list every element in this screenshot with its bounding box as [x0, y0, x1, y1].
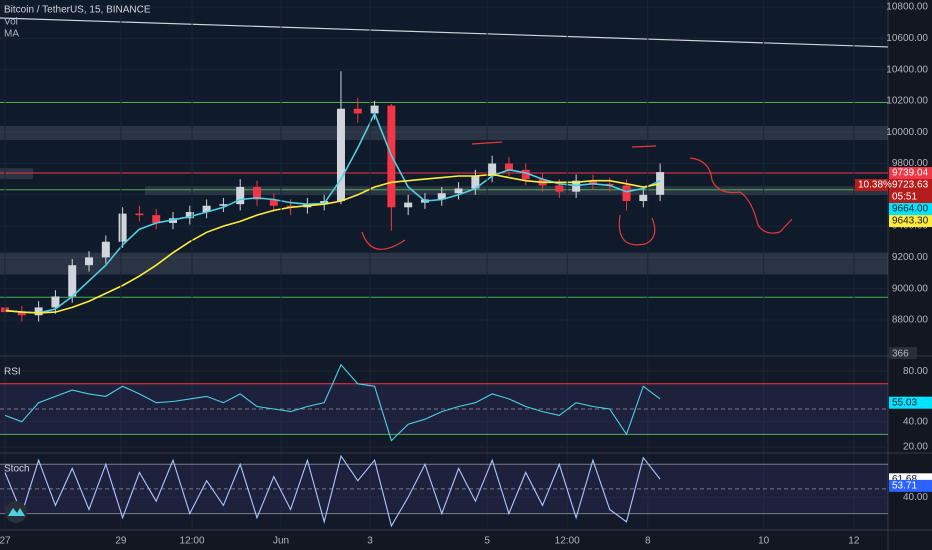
price-tag — [889, 215, 932, 228]
candle-body — [353, 108, 362, 114]
price-tag-label: 9643.30 — [892, 216, 929, 227]
candle-body — [588, 180, 597, 184]
price-tag-label: 9664.00 — [892, 204, 929, 215]
y-tick-label: 10200.00 — [886, 96, 928, 107]
candle-body — [656, 172, 665, 195]
zone — [0, 252, 888, 275]
countdown-label: 05:51 — [892, 192, 917, 203]
y-tick-label: 10600.00 — [886, 33, 928, 44]
pane-2 — [0, 454, 888, 528]
candle-body — [252, 186, 261, 200]
indicator-line — [4, 363, 661, 442]
y-tick-label: 9800.00 — [892, 158, 929, 169]
rsi-pane — [0, 357, 888, 452]
drawing — [471, 141, 657, 148]
pane-1 — [0, 363, 888, 448]
change-tag — [855, 179, 888, 192]
price-tag — [889, 203, 932, 216]
x-tick-label: 3 — [367, 536, 373, 547]
candle-body — [471, 176, 480, 189]
price-tag-label: 9739.04 — [892, 168, 929, 179]
x-tick-label: 10 — [758, 536, 770, 547]
candle-body — [370, 105, 379, 114]
candle-body — [521, 169, 530, 180]
zone — [0, 125, 888, 141]
candle-body — [152, 215, 161, 223]
candle-body — [68, 265, 77, 297]
y-tick-label: 40.00 — [903, 492, 928, 503]
indicator-line — [4, 173, 661, 314]
candle-body — [336, 108, 345, 202]
candle-body — [504, 163, 513, 170]
y-tick-label: 10000.00 — [886, 127, 928, 138]
candle-body — [639, 194, 648, 202]
indicator-label: MA — [4, 29, 19, 40]
candle-body — [488, 163, 497, 177]
y-tick-label: 10800.00 — [886, 2, 928, 13]
candle-body — [51, 296, 60, 308]
x-tick-label: 12 — [848, 536, 860, 547]
y-tick-label: 9200.00 — [892, 252, 929, 263]
price-tag-label: 61.68 — [892, 474, 917, 485]
logo-icon — [8, 508, 25, 516]
candle-body — [17, 312, 26, 316]
price-tag-label: 53.71 — [892, 481, 917, 492]
indicator-line — [4, 454, 661, 528]
pane-title: RSI — [4, 367, 21, 378]
stoch-pane — [0, 454, 888, 530]
zone — [0, 168, 34, 180]
candle-body — [404, 202, 413, 208]
candle-body — [454, 188, 463, 194]
x-tick-label: 5 — [484, 536, 490, 547]
countdown-tag — [889, 191, 932, 204]
x-tick-label: 29 — [115, 536, 127, 547]
price-tag — [889, 396, 932, 409]
zone — [145, 186, 888, 195]
pane-title: Stoch — [4, 464, 30, 475]
pane-title: Bitcoin / TetherUS, 15, BINANCE — [4, 5, 151, 16]
candle-body — [219, 204, 228, 206]
candle-body — [185, 211, 194, 219]
vol-tag — [889, 347, 917, 359]
y-tick-label: 8800.00 — [892, 315, 929, 326]
y-tick-label: 40.00 — [903, 416, 928, 427]
price-tag — [889, 167, 932, 180]
y-tick-label: 20.00 — [903, 442, 928, 453]
candle-body — [202, 205, 211, 212]
x-tick-label: 27 — [0, 536, 11, 547]
candle-body — [236, 186, 245, 205]
candle-body — [269, 199, 278, 206]
x-tick-label: 12:00 — [555, 536, 580, 547]
candle-body — [135, 213, 144, 216]
volume-label: 366 — [892, 349, 909, 360]
price-tag-label: 9723.63 — [892, 180, 929, 191]
candle-body — [118, 213, 127, 242]
price-tag — [889, 479, 932, 492]
x-tick-label: 12:00 — [180, 536, 205, 547]
y-tick-label: 9000.00 — [892, 283, 929, 294]
candle-body — [622, 185, 631, 202]
price-tag-label: 55.03 — [892, 397, 917, 408]
y-tick-label: 10400.00 — [886, 64, 928, 75]
candle-body — [555, 185, 564, 192]
y-tick-label: 80.00 — [903, 366, 928, 377]
pane-0 — [0, 6, 888, 322]
candle-body — [34, 307, 43, 316]
indicator-line — [4, 111, 661, 314]
drawing — [361, 231, 406, 250]
drawing — [689, 157, 793, 234]
x-tick-label: 8 — [645, 536, 651, 547]
indicator-label: Vol — [4, 17, 18, 28]
x-tick-label: Jun — [273, 536, 289, 547]
change-label: 10.38% — [858, 180, 892, 191]
candle-body — [101, 241, 110, 258]
trend-line — [0, 17, 888, 48]
price-tag — [889, 179, 932, 192]
candle-body — [437, 193, 446, 200]
drawing — [618, 214, 656, 246]
candle-body — [85, 257, 94, 266]
